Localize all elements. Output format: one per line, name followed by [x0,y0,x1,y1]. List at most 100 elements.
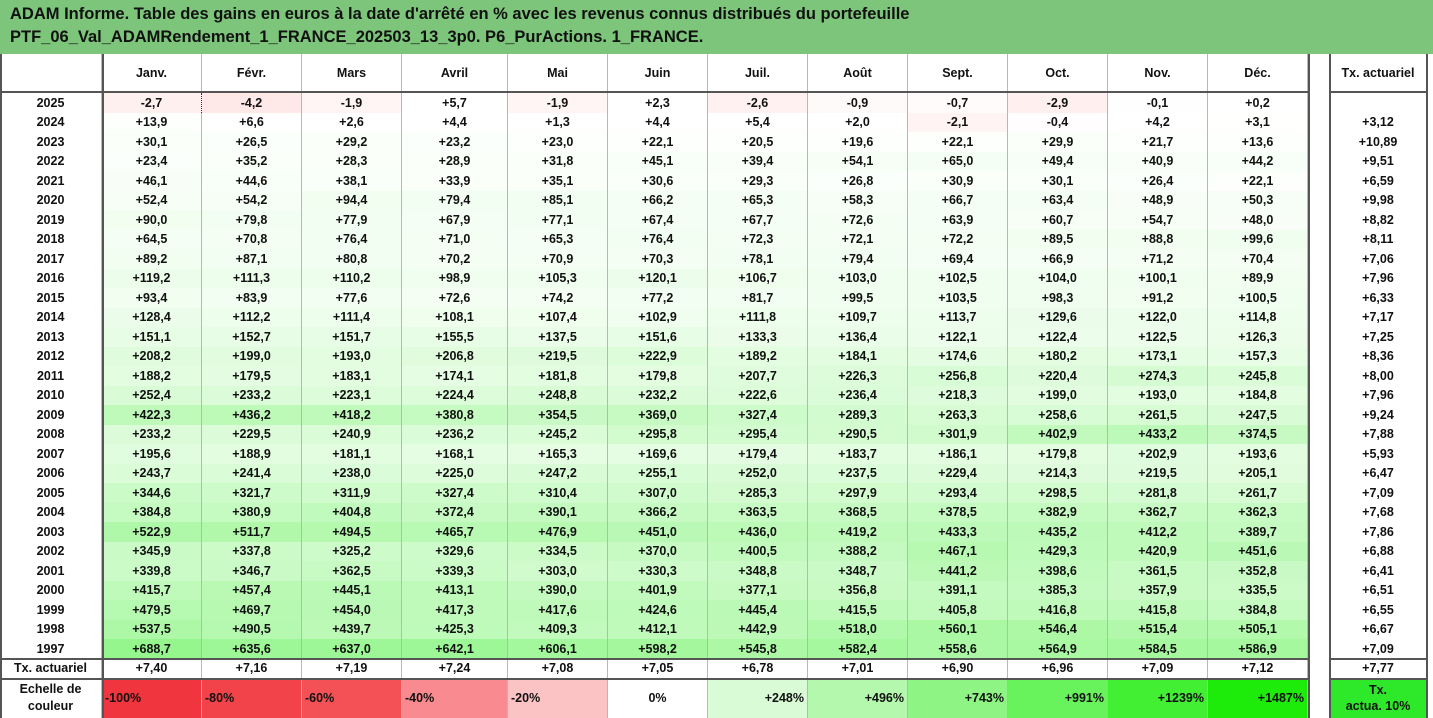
actuarial-rate-cell: +6,41 [1362,563,1394,578]
gain-cell: +301,9 [908,424,1008,444]
gain-cell: +98,3 [1008,288,1108,308]
gain-cell: -1,9 [508,93,608,113]
gain-cell: +441,2 [908,561,1008,581]
gain-cell: +451,6 [1208,541,1308,561]
gain-cell: +88,8 [1108,229,1208,249]
gain-cell: +522,9 [102,522,202,542]
gain-cell: +120,1 [608,268,708,288]
gain-cell: +114,8 [1208,307,1308,327]
gain-cell: +30,6 [608,171,708,191]
gain-cell: +195,6 [102,444,202,464]
gain-cell: +22,1 [1208,171,1308,191]
gain-cell: +261,7 [1208,483,1308,503]
actuarial-rate-cell: +8,00 [1362,368,1394,383]
gain-cell: +337,8 [202,541,302,561]
actuarial-rate-cell: +7,88 [1362,427,1394,442]
actuarial-rate-cell: +9,98 [1362,193,1394,208]
year-label: 2001 [0,561,102,581]
gain-cell: +72,3 [708,229,808,249]
gain-cell: +218,3 [908,385,1008,405]
gain-cell: +70,2 [402,249,508,269]
gain-cell: +13,9 [102,112,202,132]
year-label: 1998 [0,619,102,639]
gain-cell: +94,4 [302,190,402,210]
gain-cell: +582,4 [808,639,908,659]
gain-cell: +233,2 [102,424,202,444]
gain-cell: +4,2 [1108,112,1208,132]
gain-cell: +2,3 [608,93,708,113]
year-label: 2025 [0,93,102,113]
gain-cell: +126,3 [1208,327,1308,347]
gain-cell: +179,4 [708,444,808,464]
gain-cell: +354,5 [508,405,608,425]
gain-cell: +380,9 [202,502,302,522]
year-label: 2002 [0,541,102,561]
summary-rate-cell: +7,12 [1208,658,1308,678]
gain-cell: +222,6 [708,385,808,405]
gain-cell: +4,4 [402,112,508,132]
gain-cell: +63,4 [1008,190,1108,210]
month-header: Janv. [102,54,202,92]
gain-cell: +417,6 [508,600,608,620]
gain-cell: +635,6 [202,639,302,659]
gain-cell: +356,8 [808,580,908,600]
gain-cell: +102,5 [908,268,1008,288]
gain-cell: +207,7 [708,366,808,386]
gain-cell: +33,9 [402,171,508,191]
gain-cell: +327,4 [402,483,508,503]
color-scale-swatch: -20% [508,678,608,718]
year-label: 1997 [0,639,102,659]
gain-cell: +205,1 [1208,463,1308,483]
gain-cell: +103,5 [908,288,1008,308]
actuarial-rate-cell: +7,17 [1362,310,1394,325]
actuarial-summary-top-divider [1330,657,1426,660]
gain-cell: +83,9 [202,288,302,308]
gain-cell: +183,1 [302,366,402,386]
year-label: 2014 [0,307,102,327]
gain-cell: +122,1 [908,327,1008,347]
gain-cell: +21,7 [1108,132,1208,152]
gain-cell: -1,9 [302,93,402,113]
color-scale-label: Echelle de couleur [0,678,102,718]
gain-cell: +54,1 [808,151,908,171]
gain-cell: +71,0 [402,229,508,249]
year-label: 2000 [0,580,102,600]
gain-cell: +79,8 [202,210,302,230]
gain-cell: +52,4 [102,190,202,210]
gain-cell: -0,1 [1108,93,1208,113]
gain-cell: +433,2 [1108,424,1208,444]
gain-cell: +219,5 [508,346,608,366]
gain-cell: +429,3 [1008,541,1108,561]
gain-cell: +303,0 [508,561,608,581]
gain-cell: +297,9 [808,483,908,503]
gain-cell: +378,5 [908,502,1008,522]
gain-cell: +361,5 [1108,561,1208,581]
gain-cell: +688,7 [102,639,202,659]
gain-cell: +184,8 [1208,385,1308,405]
gain-cell: +85,1 [508,190,608,210]
gain-cell: +433,3 [908,522,1008,542]
year-label: 2005 [0,483,102,503]
actuarial-rate-cell [1330,93,1426,113]
month-header: Sept. [908,54,1008,92]
gain-cell: +39,4 [708,151,808,171]
actuarial-right-border [1426,54,1428,718]
gain-cell: +13,6 [1208,132,1308,152]
gain-cell: +30,9 [908,171,1008,191]
actuarial-swatch-line-1: Tx. [1368,683,1388,698]
gain-cell: +113,7 [908,307,1008,327]
gain-cell: +261,5 [1108,405,1208,425]
gain-cell: +168,1 [402,444,508,464]
gain-cell: +107,4 [508,307,608,327]
gain-cell: +26,5 [202,132,302,152]
summary-rate-cell: +7,09 [1108,658,1208,678]
gain-cell: +3,1 [1208,112,1308,132]
summary-rate-cell: +7,24 [402,658,508,678]
gain-cell: +366,2 [608,502,708,522]
gain-cell: +78,1 [708,249,808,269]
gain-cell: +87,1 [202,249,302,269]
gain-cell: +372,4 [402,502,508,522]
gain-cell: +35,2 [202,151,302,171]
month-header: Mai [508,54,608,92]
gain-cell: +274,3 [1108,366,1208,386]
